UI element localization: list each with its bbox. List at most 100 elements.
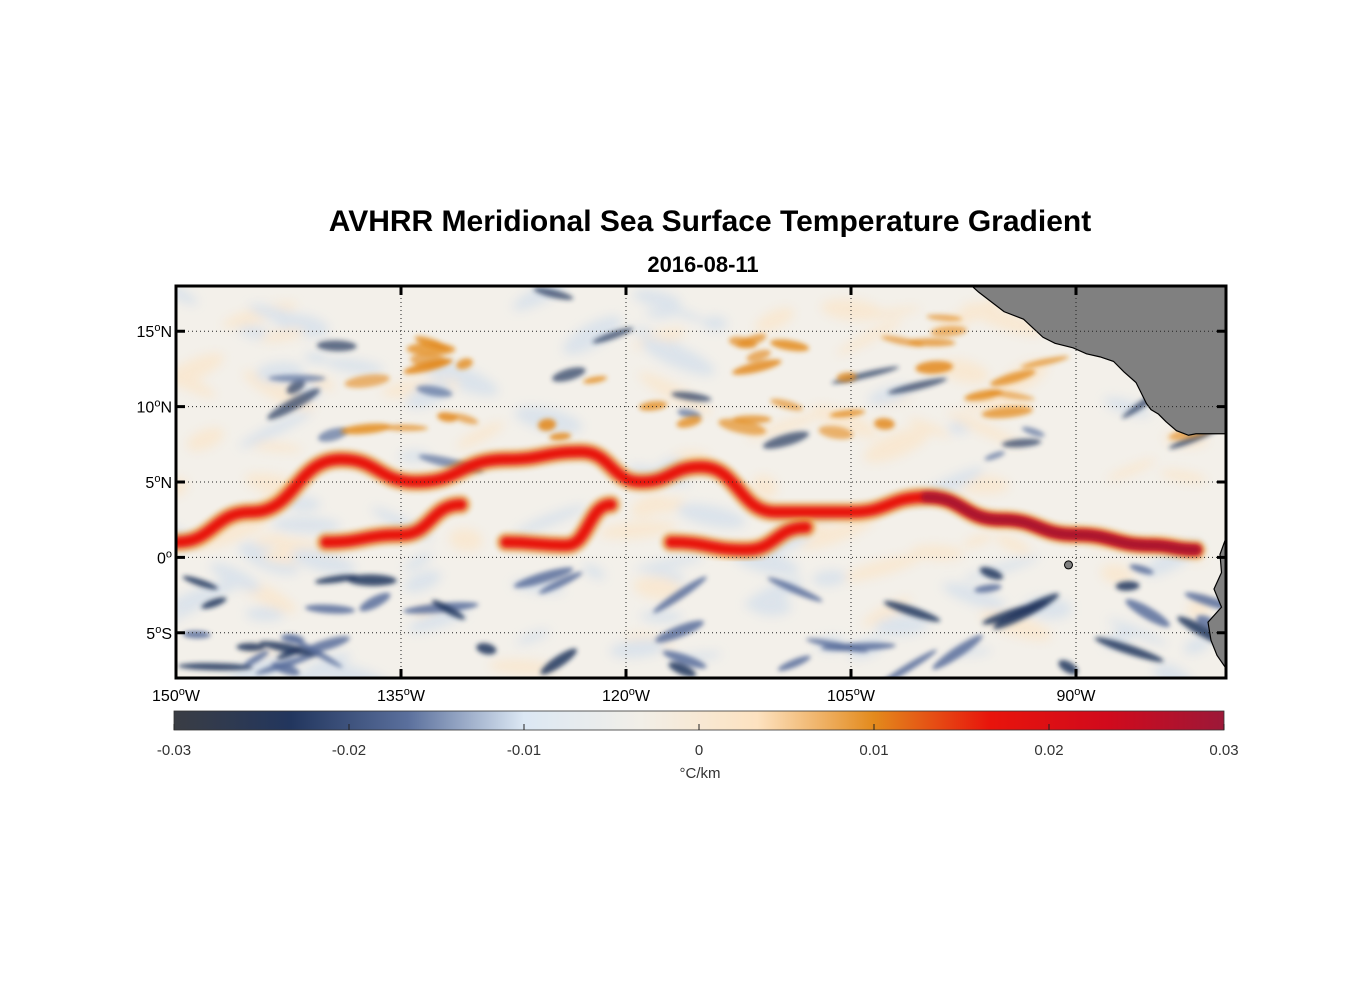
negative-streak: [178, 662, 253, 671]
texture-blob: [644, 309, 673, 319]
positive-blob: [981, 406, 1033, 419]
positive-blob: [770, 339, 810, 352]
texture-blob: [290, 548, 356, 575]
negative-streak: [359, 592, 391, 612]
front-core: [665, 521, 812, 556]
map-field: [176, 286, 1226, 678]
texture-blob: [210, 562, 261, 592]
texture-blob: [702, 315, 728, 331]
lon-tick-label: 105oW: [827, 686, 876, 705]
negative-streak: [974, 584, 1002, 593]
texture-blob: [176, 353, 224, 387]
negative-streak: [431, 599, 466, 620]
texture-blob: [874, 615, 929, 637]
texture-blob: [933, 298, 1003, 333]
texture-blob: [907, 417, 950, 438]
front-core: [500, 499, 617, 551]
negative-streak: [932, 634, 983, 670]
negative-streak: [201, 597, 227, 609]
negative-streak: [671, 391, 712, 402]
negative-streak: [1115, 581, 1140, 591]
negative-streak: [255, 653, 319, 675]
negative-streak: [242, 650, 270, 668]
positive-blob: [874, 418, 895, 430]
negative-streak: [982, 601, 1049, 625]
land-south-america: [1207, 537, 1226, 678]
positive-blob: [732, 359, 782, 375]
lat-tick-label: 0o: [157, 548, 172, 567]
texture-blob: [640, 610, 684, 623]
negative-streak: [286, 635, 343, 668]
texture-blob: [995, 534, 1031, 555]
negative-streak: [268, 374, 326, 383]
texture-blob: [514, 504, 587, 535]
positive-blob: [549, 432, 572, 441]
negative-streak: [777, 655, 811, 671]
positive-blob: [990, 369, 1036, 387]
colorbar-tick-label: -0.01: [507, 742, 541, 759]
land-galapagos: [1064, 560, 1073, 570]
positive-blob: [451, 413, 479, 425]
negative-streak: [979, 567, 1004, 580]
negative-streak: [655, 620, 704, 643]
texture-blob: [191, 516, 270, 551]
negative-streak: [314, 574, 359, 584]
negative-streak: [592, 327, 634, 344]
negative-streak: [416, 385, 453, 398]
texture-blob: [176, 579, 243, 610]
positive-blob: [414, 336, 450, 351]
texture-blob: [836, 319, 903, 355]
negative-streak: [552, 367, 586, 382]
map-frame: [174, 284, 1228, 680]
axis-labels: 15oN 10oN 5oN 0o 5oS 150oW 135oW 120oW 105oW 90oW: [137, 322, 1097, 705]
texture-blob: [449, 528, 483, 552]
negative-streak: [820, 642, 896, 652]
positive-blob: [410, 353, 449, 368]
lat-tick-label: 15oN: [137, 322, 172, 341]
positive-blob: [639, 400, 668, 411]
negative-streak: [538, 571, 583, 594]
negative-streak: [305, 604, 356, 614]
negative-streak: [887, 377, 947, 394]
negative-streak: [1125, 599, 1170, 627]
negative-streak: [984, 451, 1006, 461]
positive-blob: [1020, 356, 1069, 368]
texture-blob: [631, 294, 707, 323]
texture-blob: [910, 544, 964, 561]
texture-blob: [947, 411, 1022, 447]
positive-blob: [676, 415, 702, 428]
negative-streak: [280, 634, 305, 644]
lat-tick-label: 10oN: [137, 398, 172, 417]
texture-blob: [635, 555, 704, 572]
texture-blob: [609, 638, 667, 659]
colorbar: -0.03 -0.02 -0.01 0 0.01 0.02 0.03 °C/km: [157, 710, 1239, 782]
texture-blob: [271, 516, 341, 534]
texture-blob: [598, 521, 677, 539]
colorbar-tick-label: 0.02: [1034, 742, 1063, 759]
texture-blob: [750, 596, 792, 616]
positive-blob: [344, 374, 390, 388]
colorbar-ticks: -0.03 -0.02 -0.01 0 0.01 0.02 0.03: [157, 724, 1239, 759]
positive-blob: [818, 425, 854, 440]
texture-blob: [582, 564, 606, 580]
lon-tick-label: 150oW: [152, 686, 201, 705]
texture-blob: [755, 307, 795, 333]
texture-blob: [176, 286, 198, 305]
texture-blob: [456, 421, 505, 449]
colorbar-tick-label: 0: [695, 742, 703, 759]
lat-tick-label: 5oS: [146, 624, 172, 643]
texture-blob: [751, 475, 778, 499]
lon-tick-label: 120oW: [602, 686, 651, 705]
texture-blob: [1107, 618, 1168, 646]
texture-blob: [260, 328, 305, 343]
negative-streak: [533, 287, 574, 300]
negative-streak: [767, 577, 823, 602]
negative-streak: [1021, 426, 1045, 437]
negative-streak: [1094, 637, 1164, 662]
negative-streak: [1129, 564, 1154, 575]
positive-blob: [964, 389, 1003, 401]
texture-blob: [1183, 636, 1211, 655]
negative-streak: [286, 379, 306, 395]
negative-streak: [883, 601, 941, 622]
